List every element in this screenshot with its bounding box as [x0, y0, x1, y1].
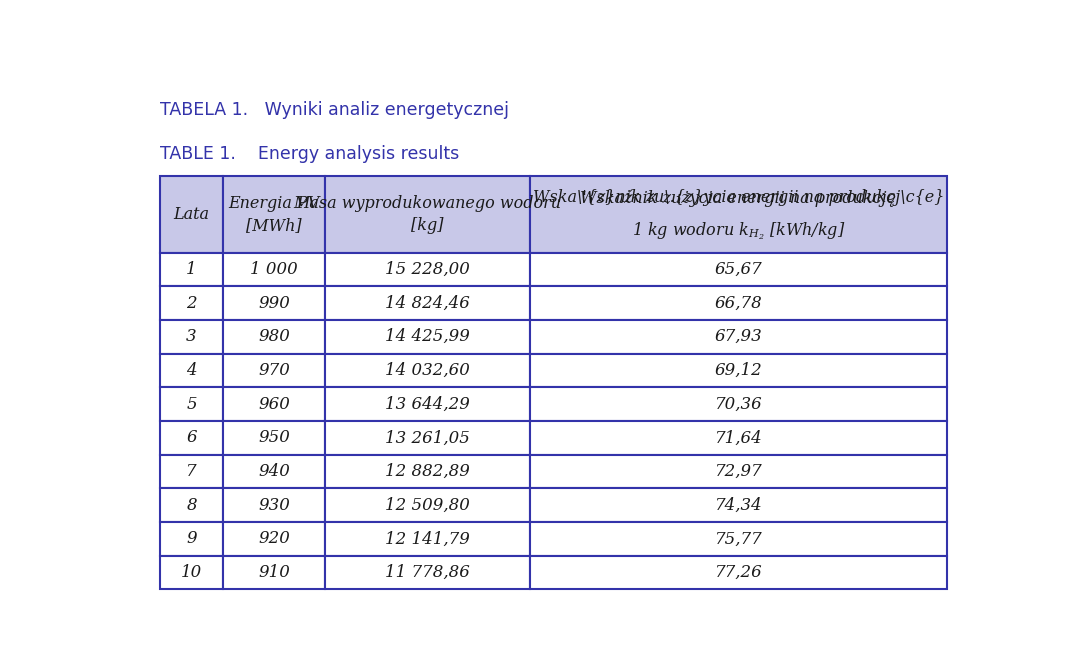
Text: 930: 930 — [258, 497, 291, 514]
Text: 75,77: 75,77 — [715, 530, 762, 548]
Text: 9: 9 — [186, 530, 197, 548]
Text: 66,78: 66,78 — [715, 295, 762, 311]
Bar — [530, 455, 947, 488]
Bar — [224, 387, 325, 421]
Text: 1: 1 — [186, 261, 197, 278]
Bar — [325, 252, 530, 287]
Text: 14 032,60: 14 032,60 — [386, 362, 470, 379]
Text: 980: 980 — [258, 328, 291, 346]
Bar — [530, 252, 947, 287]
Bar — [530, 556, 947, 589]
Text: Masa wyprodukowanego wodoru
[kg]: Masa wyprodukowanego wodoru [kg] — [294, 195, 562, 234]
Bar — [530, 287, 947, 320]
Bar — [160, 287, 224, 320]
Text: 7: 7 — [186, 463, 197, 480]
Text: 67,93: 67,93 — [715, 328, 762, 346]
Bar — [325, 354, 530, 387]
Bar — [160, 354, 224, 387]
Bar — [224, 421, 325, 455]
Bar — [224, 488, 325, 522]
Text: 14 824,46: 14 824,46 — [386, 295, 470, 311]
Bar — [224, 522, 325, 556]
Bar — [224, 455, 325, 488]
Bar — [325, 522, 530, 556]
Bar — [530, 320, 947, 354]
Bar — [160, 556, 224, 589]
Text: 4: 4 — [186, 362, 197, 379]
Text: 940: 940 — [258, 463, 291, 480]
Text: 12 509,80: 12 509,80 — [386, 497, 470, 514]
Bar — [325, 320, 530, 354]
Text: 920: 920 — [258, 530, 291, 548]
Text: 6: 6 — [186, 429, 197, 446]
Text: Wska\'{z}nik zu\.{z}ycia energii na produkcj\c{e}: Wska\'{z}nik zu\.{z}ycia energii na prod… — [532, 189, 944, 206]
Bar — [160, 252, 224, 287]
Text: 950: 950 — [258, 429, 291, 446]
Bar — [224, 176, 325, 252]
Text: 12 882,89: 12 882,89 — [386, 463, 470, 480]
Bar — [530, 354, 947, 387]
Bar — [325, 387, 530, 421]
Bar — [160, 387, 224, 421]
Bar — [530, 387, 947, 421]
Text: 8: 8 — [186, 497, 197, 514]
Text: 69,12: 69,12 — [715, 362, 762, 379]
Bar — [325, 176, 530, 252]
Bar — [530, 522, 947, 556]
Bar — [224, 252, 325, 287]
Bar — [160, 421, 224, 455]
Text: 14 425,99: 14 425,99 — [386, 328, 470, 346]
Text: 5: 5 — [186, 396, 197, 413]
Bar — [325, 556, 530, 589]
Bar — [325, 455, 530, 488]
Text: Wskaźnik zużycia energii na produkcję: Wskaźnik zużycia energii na produkcję — [580, 189, 896, 207]
Bar — [160, 522, 224, 556]
Text: 11 778,86: 11 778,86 — [386, 564, 470, 581]
Text: 65,67: 65,67 — [715, 261, 762, 278]
Text: 990: 990 — [258, 295, 291, 311]
Bar — [160, 320, 224, 354]
Bar — [530, 488, 947, 522]
Text: TABELA 1.   Wyniki analiz energetycznej: TABELA 1. Wyniki analiz energetycznej — [160, 101, 509, 119]
Bar — [325, 421, 530, 455]
Text: 70,36: 70,36 — [715, 396, 762, 413]
Text: 10: 10 — [181, 564, 202, 581]
Text: 3: 3 — [186, 328, 197, 346]
Bar — [160, 488, 224, 522]
Bar — [530, 421, 947, 455]
Bar — [325, 488, 530, 522]
Text: 77,26: 77,26 — [715, 564, 762, 581]
Text: 13 644,29: 13 644,29 — [386, 396, 470, 413]
Text: Lata: Lata — [174, 206, 210, 223]
Text: 960: 960 — [258, 396, 291, 413]
Text: 15 228,00: 15 228,00 — [386, 261, 470, 278]
Text: TABLE 1.    Energy analysis results: TABLE 1. Energy analysis results — [160, 145, 459, 163]
Bar — [160, 176, 224, 252]
Bar — [224, 556, 325, 589]
Bar — [160, 455, 224, 488]
Text: 72,97: 72,97 — [715, 463, 762, 480]
Text: 970: 970 — [258, 362, 291, 379]
Text: 910: 910 — [258, 564, 291, 581]
Text: 1 000: 1 000 — [251, 261, 298, 278]
Text: 71,64: 71,64 — [715, 429, 762, 446]
Text: 12 141,79: 12 141,79 — [386, 530, 470, 548]
Text: 2: 2 — [186, 295, 197, 311]
Text: 74,34: 74,34 — [715, 497, 762, 514]
Text: 13 261,05: 13 261,05 — [386, 429, 470, 446]
Bar — [325, 287, 530, 320]
Text: Energia PV
[MWh]: Energia PV [MWh] — [229, 195, 320, 234]
Bar — [224, 287, 325, 320]
Text: 1 kg wodoru k$_{\mathregular{H}_{\mathregular{2}}}$ [kWh/kg]: 1 kg wodoru k$_{\mathregular{H}_{\mathre… — [632, 220, 845, 242]
Bar — [530, 176, 947, 252]
Bar — [224, 320, 325, 354]
Bar — [224, 354, 325, 387]
